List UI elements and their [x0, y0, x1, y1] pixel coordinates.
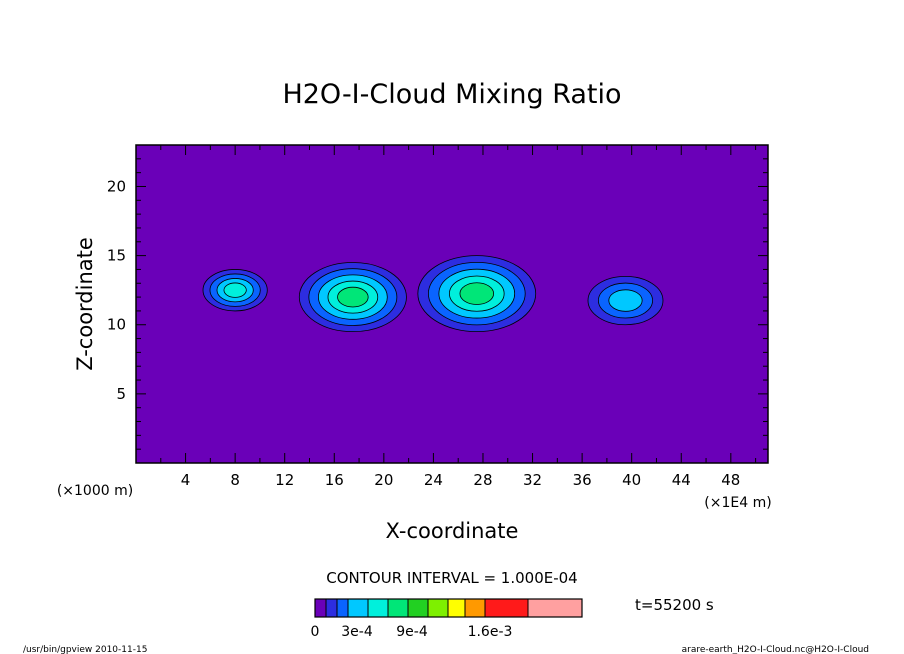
x-tick-label: 32 — [523, 471, 542, 489]
colorbar-swatch — [484, 598, 529, 618]
colorbar-swatch — [427, 598, 449, 618]
colorbar-tick-label: 1.6e-3 — [468, 624, 513, 640]
axes — [135, 144, 769, 464]
cloud-cell-1-level-4 — [223, 282, 247, 298]
y-tick-labels: 5 10 15 20 — [107, 177, 126, 402]
cloud-cell-3-level-5 — [459, 282, 495, 305]
plot-frame — [135, 144, 769, 464]
colorbar-swatch — [314, 598, 327, 618]
x-tick-label: 44 — [672, 471, 691, 489]
colorbar-swatch — [336, 598, 349, 618]
x-tick-labels: 4 8 12 16 20 24 28 32 36 40 44 48 — [181, 471, 741, 489]
x-tick-label: 8 — [230, 471, 240, 489]
plot-area — [135, 144, 769, 464]
colorbar-swatch — [527, 598, 583, 618]
x-tick-label: 48 — [721, 471, 740, 489]
contour-interval-label: CONTOUR INTERVAL = 1.000E-04 — [326, 569, 577, 587]
cloud-cells — [202, 255, 664, 333]
colorbar-frame — [314, 598, 583, 618]
colorbar-tick-label: 3e-4 — [341, 624, 373, 640]
y-tick-label: 20 — [107, 177, 126, 195]
y-tick-label: 10 — [107, 316, 126, 334]
x-axis-title: X-coordinate — [386, 519, 519, 543]
y-axis-title: Z-coordinate — [73, 237, 97, 371]
cloud-cell-4-level-3 — [608, 289, 643, 312]
colorbar-swatch — [325, 598, 338, 618]
colorbar-swatch — [347, 598, 369, 618]
x-tick-label: 20 — [374, 471, 393, 489]
footer-left: /usr/bin/gpview 2010-11-15 — [23, 645, 147, 654]
time-label: t=55200 s — [635, 596, 714, 614]
y-tick-label: 5 — [116, 385, 126, 403]
x-tick-label: 24 — [424, 471, 443, 489]
footer-right: arare-earth_H2O-I-Cloud.nc@H2O-I-Cloud — [682, 645, 869, 654]
y-tick-label: 15 — [107, 247, 126, 265]
colorbar-tick-label: 9e-4 — [396, 624, 428, 640]
chart-title: H2O-I-Cloud Mixing Ratio — [282, 79, 621, 110]
colorbar-swatch — [447, 598, 466, 618]
colorbar-tick-label: 0 — [311, 624, 320, 640]
x-tick-label: 40 — [622, 471, 641, 489]
colorbar-tick-labels: 0 3e-4 9e-4 1.6e-3 — [311, 624, 513, 640]
colorbar-swatch — [387, 598, 409, 618]
x-tick-label: 28 — [473, 471, 492, 489]
x-tick-label: 4 — [181, 471, 191, 489]
colorbar-swatch — [407, 598, 429, 618]
x-unit-label: (×1E4 m) — [704, 495, 771, 511]
colorbar — [314, 598, 583, 618]
colorbar-swatch — [367, 598, 389, 618]
x-tick-label: 36 — [573, 471, 592, 489]
colorbar-swatch — [464, 598, 486, 618]
cloud-cell-2-level-5 — [337, 286, 369, 308]
x-tick-label: 16 — [325, 471, 344, 489]
y-unit-label: (×1000 m) — [57, 483, 133, 499]
x-tick-label: 12 — [275, 471, 294, 489]
